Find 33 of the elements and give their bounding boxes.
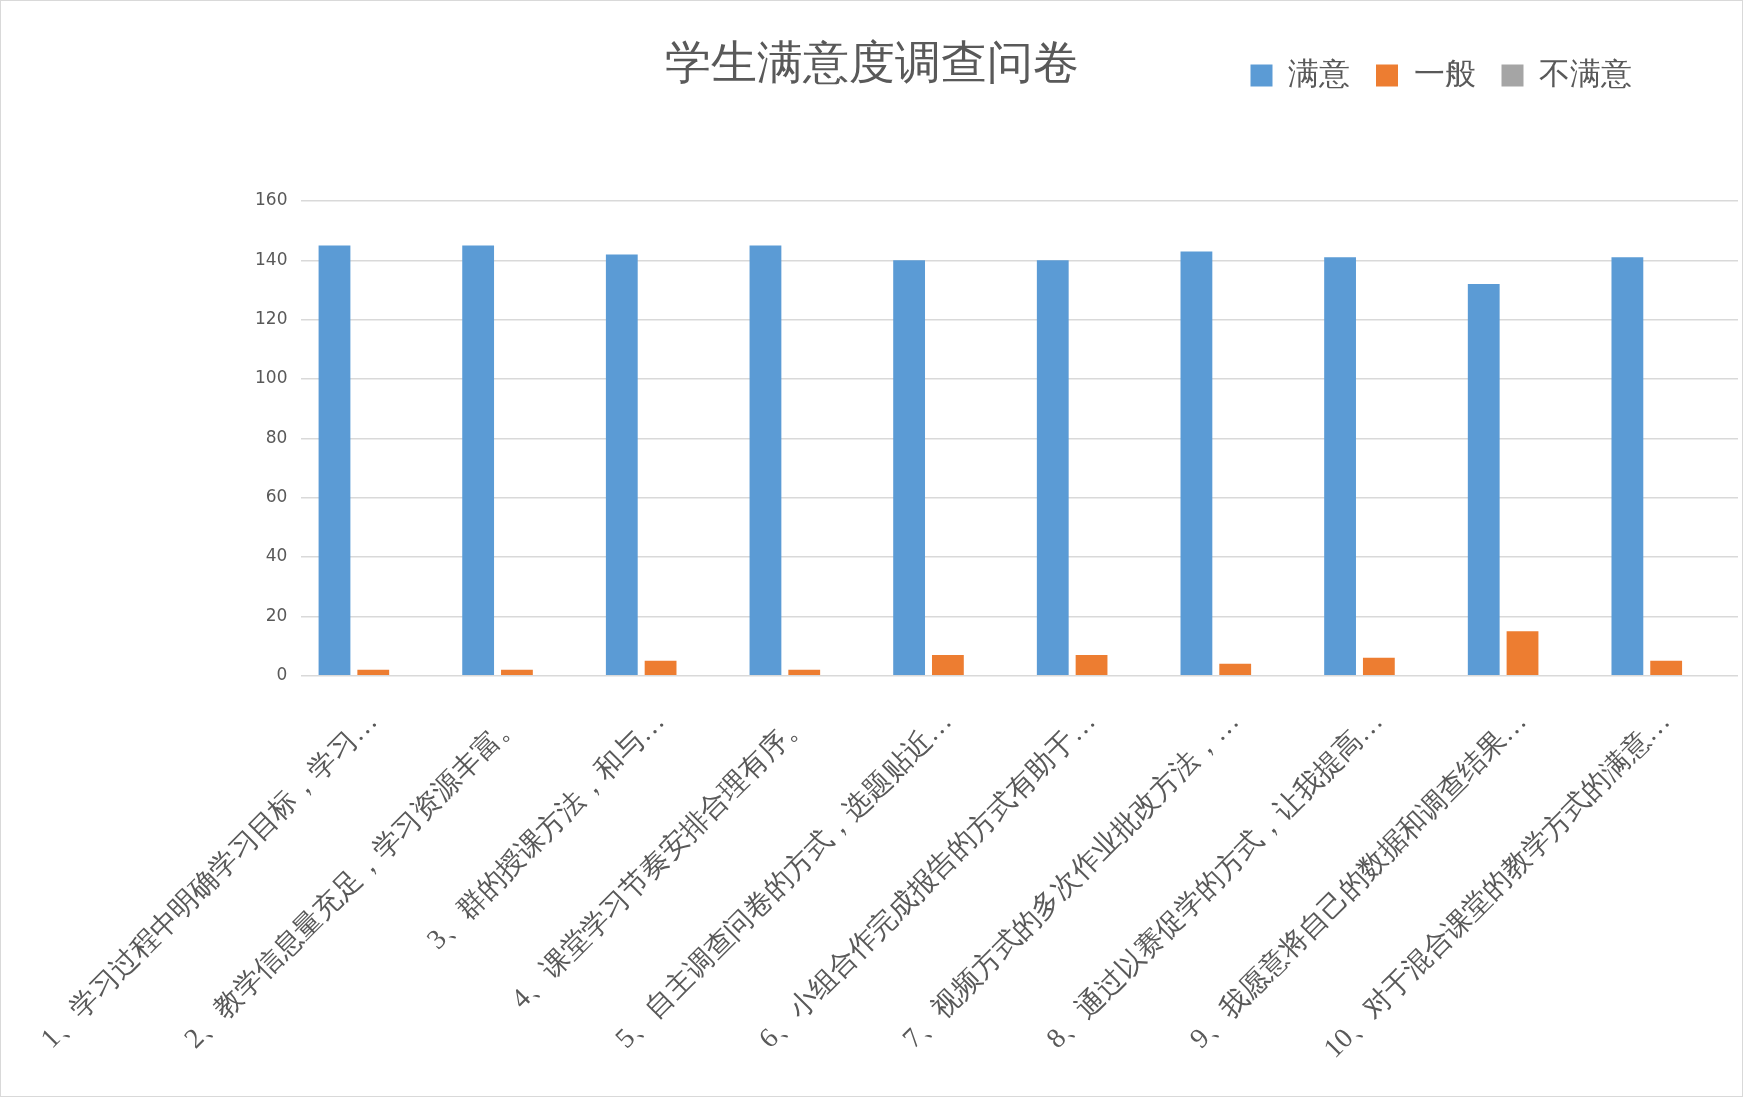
y-tick-label: 0	[276, 664, 288, 685]
bar	[1180, 251, 1213, 675]
y-tick-label: 60	[265, 486, 288, 507]
y-tick-label: 20	[265, 604, 288, 625]
bar	[318, 245, 351, 675]
bar	[1650, 660, 1683, 675]
bar	[1324, 257, 1356, 675]
bar	[462, 245, 495, 675]
bar	[605, 254, 638, 675]
bar	[1362, 657, 1395, 675]
chart-title: 学生满意度调查问卷	[664, 37, 1079, 88]
bar	[1611, 257, 1644, 675]
bar	[1075, 654, 1108, 675]
bar	[357, 669, 390, 675]
bar	[1219, 663, 1252, 675]
bar	[749, 245, 782, 675]
y-tick-label: 140	[254, 248, 288, 269]
bar	[501, 669, 533, 675]
y-tick-label: 80	[265, 426, 288, 447]
y-tick-label: 160	[254, 189, 288, 210]
bar	[1506, 631, 1539, 675]
bar	[1467, 284, 1500, 675]
y-tick-label: 100	[254, 367, 288, 388]
legend-label: 满意	[1288, 55, 1350, 91]
bar	[788, 669, 821, 675]
y-tick-label: 120	[254, 308, 288, 329]
legend-label: 不满意	[1539, 55, 1632, 91]
bar	[931, 654, 964, 675]
bar	[644, 660, 677, 675]
bar	[1036, 260, 1069, 675]
legend-label: 一般	[1413, 55, 1476, 91]
y-tick-label: 40	[265, 545, 288, 566]
bar	[893, 260, 926, 675]
